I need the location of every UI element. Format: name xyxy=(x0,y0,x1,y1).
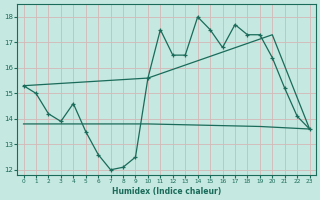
X-axis label: Humidex (Indice chaleur): Humidex (Indice chaleur) xyxy=(112,187,221,196)
